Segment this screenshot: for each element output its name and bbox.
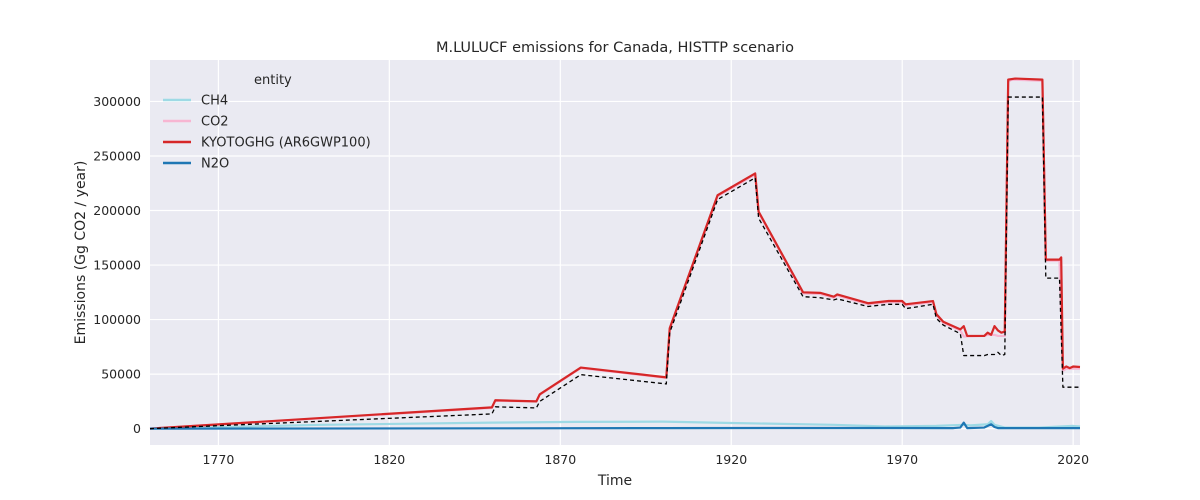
legend-label: N2O: [201, 157, 229, 172]
legend-label: KYOTOGHG (AR6GWP100): [201, 136, 371, 151]
legend-label: CO2: [201, 115, 229, 130]
x-tick-label: 1920: [715, 452, 747, 467]
y-tick-label: 300000: [93, 94, 141, 109]
series-lines: [149, 77, 1081, 430]
legend: entity CH4 CO2 KYOTOGHG (AR6GWP100) N2O: [163, 73, 371, 172]
plot-area: [150, 60, 1080, 445]
legend-title: entity: [254, 73, 292, 88]
y-tick-label: 100000: [93, 312, 141, 327]
y-axis-label: Emissions (Gg CO2 / year): [73, 161, 89, 345]
legend-label: CH4: [201, 94, 228, 109]
series-line-dashed: [149, 96, 1080, 430]
x-axis-label: Time: [597, 473, 632, 489]
y-tick-label: 250000: [93, 148, 141, 163]
x-tick-label: 1970: [886, 452, 918, 467]
y-tick-label: 150000: [93, 258, 141, 273]
x-tick-label: 1770: [202, 452, 234, 467]
x-tick-label: 2020: [1057, 452, 1089, 467]
x-tick-label: 1870: [544, 452, 576, 467]
y-tick-label: 50000: [101, 367, 141, 382]
series-line-n2o: [149, 421, 1080, 430]
chart-title: M.LULUCF emissions for Canada, HISTTP sc…: [436, 40, 794, 56]
x-tick-label: 1820: [373, 452, 405, 467]
y-tick-label: 200000: [93, 203, 141, 218]
tick-labels: 1770 1820 1870 1920 1970 2020 0 50000 100000 1500…: [93, 94, 1089, 467]
y-tick-label: 0: [133, 421, 141, 436]
